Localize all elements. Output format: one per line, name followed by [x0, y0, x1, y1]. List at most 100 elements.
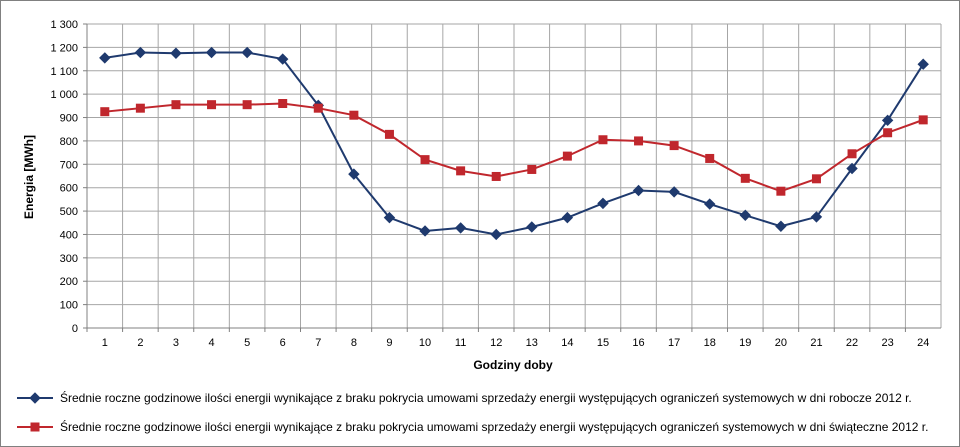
- series-2-point: [135, 103, 145, 113]
- y-tick-label: 1 200: [50, 42, 78, 54]
- x-tick-label: 17: [668, 337, 680, 349]
- series-2-point: [456, 166, 466, 176]
- series-2-point: [562, 151, 572, 161]
- x-tick-label: 15: [597, 337, 609, 349]
- series-1-point: [205, 46, 218, 59]
- series-2-point: [705, 153, 715, 163]
- series-1-point: [846, 162, 858, 175]
- series-group: [99, 46, 929, 241]
- series-2-point: [669, 141, 679, 151]
- y-tick-label: 600: [60, 183, 78, 195]
- series-1-point: [704, 198, 716, 210]
- legend: Średnie roczne godzinowe ilości energii …: [17, 390, 928, 434]
- x-axis-ticks: 1 2 3 4 5 6 7 8 9 10 11 12 13 14 15 16 17 18 19 20 21 22 23 24: [86, 328, 929, 349]
- y-tick-label: 900: [60, 113, 78, 125]
- x-tick-label: 21: [810, 337, 822, 349]
- x-tick-label: 16: [632, 337, 644, 349]
- y-tick-label: 1 000: [50, 89, 78, 101]
- series-1-point: [632, 184, 645, 197]
- series-2-point: [100, 107, 110, 117]
- series-1-point: [810, 211, 823, 223]
- y-tick-label: 400: [60, 229, 78, 241]
- x-axis-title: Godziny doby: [473, 358, 553, 372]
- series-2-point: [847, 149, 857, 159]
- x-tick-label: 8: [351, 337, 357, 349]
- legend-swatch-marker: [30, 422, 40, 432]
- x-tick-label: 1: [102, 337, 108, 349]
- series-2-point: [598, 135, 608, 145]
- x-tick-label: 6: [280, 337, 286, 349]
- series-2-point: [384, 129, 394, 139]
- series-1-point: [454, 222, 467, 234]
- x-tick-label: 10: [419, 337, 431, 349]
- series-2: [100, 99, 928, 196]
- series-1-point: [241, 46, 253, 59]
- series-1-line: [104, 51, 925, 236]
- x-tick-label: 22: [846, 337, 858, 349]
- series-1-point: [526, 221, 538, 233]
- y-tick-label: 500: [60, 206, 78, 218]
- x-tick-label: 20: [775, 337, 787, 349]
- series-2-point: [242, 100, 252, 110]
- legend-entry-1: Średnie roczne godzinowe ilości energii …: [60, 390, 912, 405]
- x-tick-label: 24: [917, 337, 929, 349]
- y-axis-ticks: 0 100 200 300 400 500 600 700 800 900 1 000 1 100 1 …: [50, 19, 87, 335]
- series-1-point: [348, 168, 360, 180]
- series-1-point: [99, 52, 111, 64]
- series-2-point: [776, 186, 786, 196]
- x-tick-label: 5: [244, 337, 250, 349]
- series-2-point: [740, 173, 750, 183]
- x-tick-label: 13: [526, 337, 538, 349]
- x-tick-label: 9: [386, 337, 392, 349]
- y-tick-label: 200: [60, 276, 78, 288]
- series-2-point: [491, 171, 501, 181]
- series-2-point: [420, 155, 430, 165]
- y-tick-label: 0: [72, 323, 78, 335]
- series-1-point: [917, 58, 929, 70]
- series-2-point: [527, 164, 537, 174]
- x-tick-label: 14: [561, 337, 573, 349]
- x-tick-label: 12: [490, 337, 502, 349]
- x-tick-label: 23: [882, 337, 894, 349]
- series-2-point: [278, 99, 288, 109]
- series-1-point: [775, 220, 787, 232]
- y-tick-label: 100: [60, 300, 78, 312]
- series-2-line: [104, 102, 924, 193]
- x-tick-label: 19: [739, 337, 751, 349]
- series-1-point: [739, 209, 751, 221]
- y-tick-label: 300: [60, 253, 78, 265]
- series-1-point: [490, 228, 502, 241]
- series-2-point: [207, 100, 217, 110]
- x-tick-label: 7: [315, 337, 321, 349]
- series-2-point: [811, 174, 821, 184]
- series-1-point: [561, 211, 574, 224]
- series-2-point: [918, 115, 928, 125]
- y-tick-label: 800: [60, 136, 78, 148]
- series-1-point: [881, 114, 894, 127]
- y-axis-title: Energia [MWh]: [22, 135, 36, 219]
- series-2-point: [313, 103, 323, 113]
- series-2-point: [349, 110, 359, 120]
- series-2-point: [634, 136, 644, 146]
- series-2-point: [883, 128, 893, 138]
- y-tick-label: 700: [60, 159, 78, 171]
- series-1-point: [668, 186, 680, 198]
- plot-grid: [86, 23, 942, 329]
- series-1-point: [597, 197, 609, 210]
- x-tick-label: 4: [208, 337, 214, 349]
- x-tick-label: 2: [137, 337, 143, 349]
- legend-swatch-marker: [29, 392, 41, 404]
- series-1-point: [134, 46, 147, 59]
- series-1-point: [419, 225, 431, 237]
- series-1-point: [383, 211, 396, 224]
- x-tick-label: 3: [173, 337, 179, 349]
- series-1-point: [277, 53, 289, 65]
- x-tick-label: 11: [455, 337, 466, 349]
- series-1: [99, 46, 929, 241]
- series-1-point: [170, 47, 182, 59]
- x-tick-label: 18: [704, 337, 716, 349]
- series-2-point: [171, 100, 181, 110]
- y-tick-label: 1 100: [50, 66, 78, 78]
